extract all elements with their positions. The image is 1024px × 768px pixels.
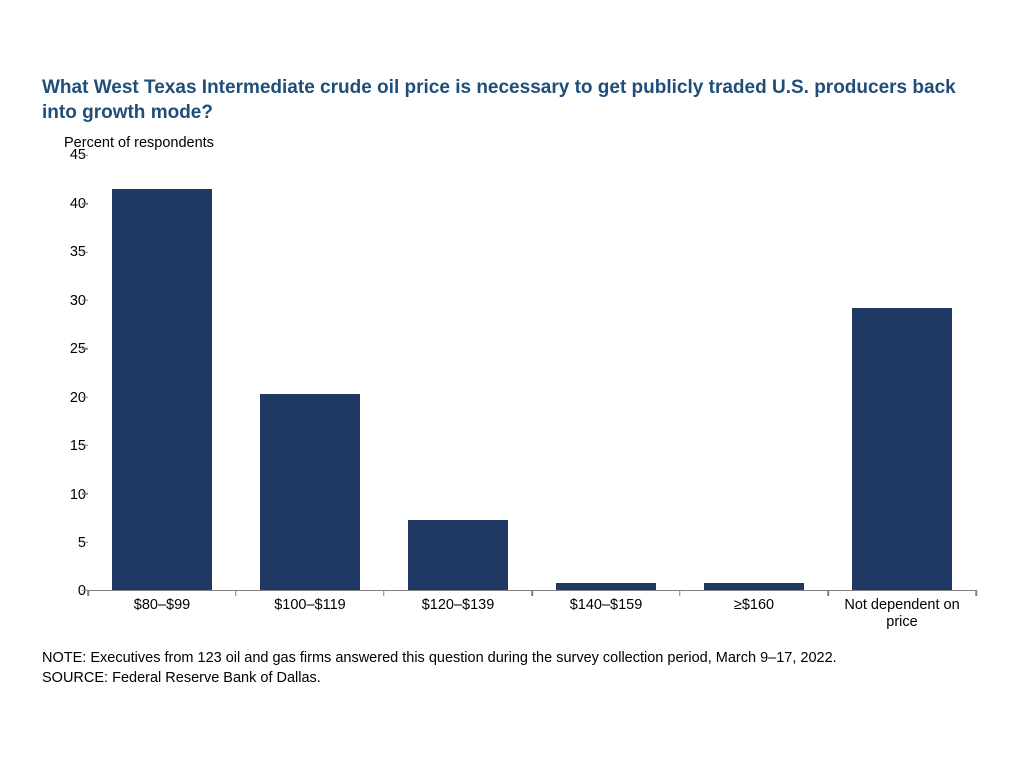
x-tick-label: $120–$139 (384, 591, 532, 615)
y-tick-mark (82, 300, 88, 302)
x-tick-label: $80–$99 (88, 591, 236, 615)
x-tick-label: Not dependent on price (828, 591, 976, 615)
bar-slot (88, 155, 236, 590)
bar (112, 189, 213, 590)
y-tick-label: 5 (60, 535, 86, 551)
y-tick-mark (82, 251, 88, 253)
bar-slot (532, 155, 680, 590)
bar-slot (828, 155, 976, 590)
bar (260, 394, 361, 590)
y-axis-ticks: 051015202530354045 (60, 155, 86, 591)
y-tick-mark (82, 493, 88, 495)
x-tick-label: ≥$160 (680, 591, 828, 615)
y-tick-mark (82, 396, 88, 398)
y-tick-mark (82, 541, 88, 543)
y-tick-mark (82, 203, 88, 205)
x-tick-label: $140–$159 (532, 591, 680, 615)
note-text: NOTE: Executives from 123 oil and gas fi… (42, 649, 982, 669)
source-text: SOURCE: Federal Reserve Bank of Dallas. (42, 669, 982, 689)
chart-title: What West Texas Intermediate crude oil p… (42, 76, 982, 125)
bars-container (88, 155, 976, 590)
chart-canvas (88, 155, 976, 591)
y-tick-label: 10 (60, 487, 86, 503)
y-tick-label: 0 (60, 583, 86, 599)
y-axis-label: Percent of respondents (64, 135, 982, 151)
bar (556, 583, 657, 591)
x-axis-labels: $80–$99$100–$119$120–$139$140–$159≥$160N… (88, 591, 976, 615)
bar (408, 520, 509, 591)
y-tick-mark (82, 155, 88, 157)
bar (852, 308, 953, 590)
x-tick-label: $100–$119 (236, 591, 384, 615)
y-tick-mark (82, 445, 88, 447)
bar (704, 583, 805, 591)
chart-notes: NOTE: Executives from 123 oil and gas fi… (42, 649, 982, 688)
plot-area: 051015202530354045 $80–$99$100–$119$120–… (64, 155, 976, 615)
bar-slot (384, 155, 532, 590)
bar-slot (680, 155, 828, 590)
y-tick-mark (82, 348, 88, 350)
bar-slot (236, 155, 384, 590)
